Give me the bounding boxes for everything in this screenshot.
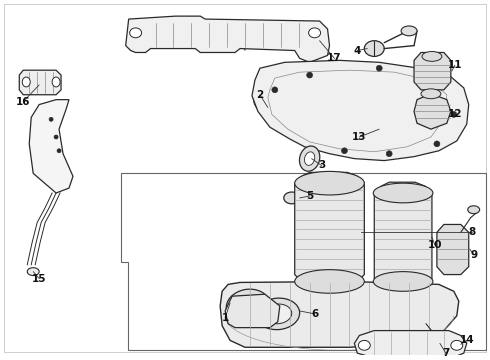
Ellipse shape (434, 141, 440, 147)
Ellipse shape (422, 51, 442, 61)
Ellipse shape (284, 192, 300, 204)
Polygon shape (220, 282, 459, 347)
Text: 12: 12 (447, 109, 462, 120)
Ellipse shape (386, 151, 392, 157)
Ellipse shape (261, 85, 275, 104)
Ellipse shape (401, 26, 417, 36)
Ellipse shape (373, 272, 433, 291)
Ellipse shape (54, 135, 58, 139)
Ellipse shape (253, 77, 282, 112)
Text: 3: 3 (318, 161, 325, 171)
Ellipse shape (264, 304, 292, 324)
Polygon shape (354, 330, 467, 357)
Ellipse shape (468, 206, 480, 213)
Ellipse shape (365, 41, 384, 57)
Text: 6: 6 (311, 309, 318, 319)
Ellipse shape (22, 77, 30, 87)
Polygon shape (29, 100, 73, 193)
Ellipse shape (234, 296, 262, 316)
Text: 5: 5 (306, 191, 313, 201)
Ellipse shape (294, 171, 365, 195)
Text: 1: 1 (221, 313, 229, 323)
Text: 8: 8 (468, 227, 475, 237)
Text: 13: 13 (352, 132, 367, 142)
Ellipse shape (299, 146, 320, 171)
Polygon shape (125, 16, 329, 62)
Ellipse shape (57, 149, 61, 153)
Ellipse shape (451, 341, 463, 350)
Text: 11: 11 (447, 60, 462, 70)
Text: 14: 14 (460, 336, 474, 345)
Text: 7: 7 (442, 348, 449, 358)
Ellipse shape (130, 28, 142, 38)
Polygon shape (414, 94, 451, 129)
Ellipse shape (27, 268, 39, 275)
Ellipse shape (451, 112, 457, 117)
Polygon shape (294, 172, 365, 284)
Ellipse shape (421, 89, 441, 99)
Polygon shape (19, 70, 61, 95)
Ellipse shape (434, 337, 444, 345)
Ellipse shape (430, 333, 448, 347)
Text: 16: 16 (16, 96, 30, 107)
Polygon shape (437, 224, 469, 275)
Ellipse shape (49, 117, 53, 121)
Text: 2: 2 (256, 90, 264, 100)
Text: 10: 10 (428, 240, 442, 250)
Ellipse shape (307, 72, 313, 78)
Polygon shape (374, 182, 432, 288)
Polygon shape (252, 60, 469, 161)
Ellipse shape (272, 87, 278, 93)
Ellipse shape (256, 298, 300, 330)
Ellipse shape (226, 289, 270, 323)
Ellipse shape (294, 270, 365, 293)
Text: 9: 9 (470, 250, 477, 260)
Text: 4: 4 (354, 45, 361, 55)
Ellipse shape (313, 194, 322, 202)
Polygon shape (225, 294, 280, 328)
Ellipse shape (342, 148, 347, 154)
Ellipse shape (358, 341, 370, 350)
Text: 15: 15 (32, 274, 47, 284)
Polygon shape (414, 53, 451, 90)
Ellipse shape (309, 28, 320, 38)
Ellipse shape (376, 65, 382, 71)
Ellipse shape (426, 82, 432, 88)
Text: 17: 17 (327, 53, 342, 63)
Ellipse shape (373, 183, 433, 203)
Ellipse shape (52, 77, 60, 87)
Ellipse shape (304, 152, 315, 165)
